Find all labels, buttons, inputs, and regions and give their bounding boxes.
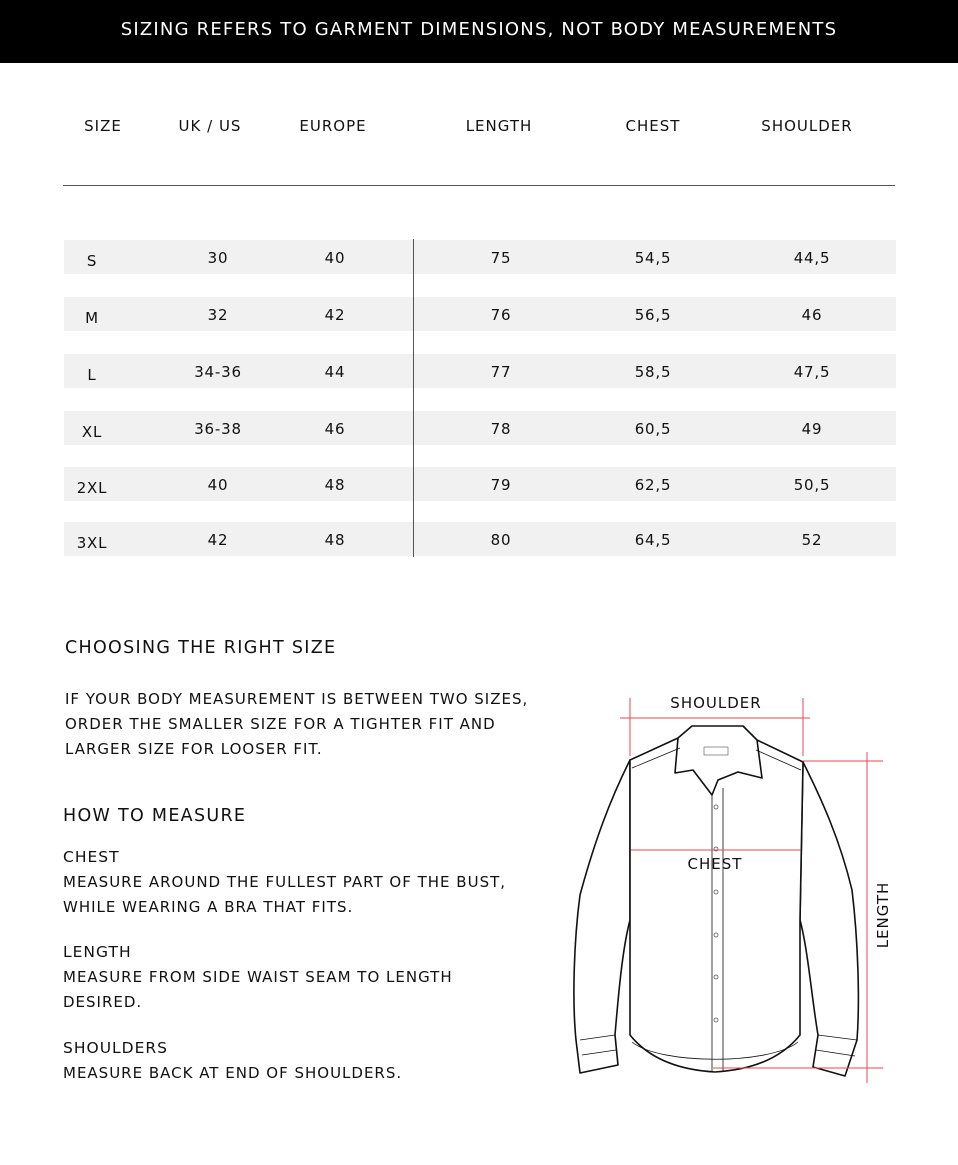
length-line: DESIRED. <box>63 993 143 1011</box>
cell-shoulder: 44,5 <box>793 249 831 267</box>
table-row: 2XL 40 48 79 62,5 50,5 <box>64 467 896 501</box>
shirt-buttons <box>713 804 719 1023</box>
shirt-diagram: SHOULDER CHEST LENGTH <box>573 694 892 1083</box>
shoulder-seam <box>631 747 802 771</box>
right-cuff <box>815 1034 858 1057</box>
chest-line: WHILE WEARING A BRA THAT FITS. <box>63 898 354 916</box>
cell-chest: 56,5 <box>634 306 672 324</box>
button-icon <box>713 804 719 810</box>
cell-europe: 46 <box>324 420 346 438</box>
choosing-text: IF YOUR BODY MEASUREMENT IS BETWEEN TWO … <box>65 687 528 762</box>
button-icon <box>713 932 719 938</box>
header-shoulder: SHOULDER <box>761 117 853 135</box>
cell-uk-us: 42 <box>207 531 229 549</box>
cell-length: 80 <box>490 531 512 549</box>
cell-uk-us: 36-38 <box>194 420 242 438</box>
cell-shoulder: 47,5 <box>793 363 831 381</box>
header-size: SIZE <box>84 117 122 135</box>
length-line: MEASURE FROM SIDE WAIST SEAM TO LENGTH <box>63 968 453 986</box>
cell-shoulder: 49 <box>801 420 823 438</box>
shirt-collar <box>674 737 763 796</box>
cell-uk-us: 32 <box>207 306 229 324</box>
cell-europe: 48 <box>324 476 346 494</box>
table-row: XL 36-38 46 78 60,5 49 <box>64 411 896 445</box>
measure-lines <box>620 698 883 1083</box>
cell-europe: 40 <box>324 249 346 267</box>
shoulders-title: SHOULDERS <box>63 1039 169 1057</box>
header-length: LENGTH <box>465 117 533 135</box>
cell-chest: 54,5 <box>634 249 672 267</box>
column-divider <box>413 239 414 557</box>
cell-uk-us: 30 <box>207 249 229 267</box>
cell-length: 77 <box>490 363 512 381</box>
cell-size: M <box>85 309 99 327</box>
header-chest: CHEST <box>625 117 681 135</box>
cell-length: 75 <box>490 249 512 267</box>
shoulder-label: SHOULDER <box>670 694 761 712</box>
cell-uk-us: 34-36 <box>194 363 242 381</box>
table-row: M 32 42 76 56,5 46 <box>64 297 896 331</box>
left-sleeve <box>573 759 631 1074</box>
cell-size: L <box>87 366 97 384</box>
cell-chest: 62,5 <box>634 476 672 494</box>
chest-title: CHEST <box>63 848 120 866</box>
table-row: L 34-36 44 77 58,5 47,5 <box>64 354 896 388</box>
shoulders-text: MEASURE BACK AT END OF SHOULDERS. <box>63 1061 402 1086</box>
cell-length: 76 <box>490 306 512 324</box>
left-cuff <box>579 1034 617 1056</box>
brand-label <box>703 746 729 756</box>
cell-europe: 42 <box>324 306 346 324</box>
cell-europe: 44 <box>324 363 346 381</box>
cell-size: 2XL <box>76 479 108 497</box>
button-icon <box>713 1017 719 1023</box>
chest-line: MEASURE AROUND THE FULLEST PART OF THE B… <box>63 873 507 891</box>
cell-size: S <box>86 252 98 270</box>
right-sleeve <box>799 761 860 1077</box>
cell-length: 78 <box>490 420 512 438</box>
shirt-placket <box>711 788 724 1072</box>
cell-chest: 60,5 <box>634 420 672 438</box>
table-row: S 30 40 75 54,5 44,5 <box>64 240 896 274</box>
chest-text: MEASURE AROUND THE FULLEST PART OF THE B… <box>63 870 506 920</box>
cell-chest: 58,5 <box>634 363 672 381</box>
cell-shoulder: 52 <box>801 531 823 549</box>
length-title: LENGTH <box>63 943 132 961</box>
shirt-illustration <box>573 725 860 1077</box>
cell-chest: 64,5 <box>634 531 672 549</box>
shirt-body <box>629 725 804 1073</box>
shoulders-line: MEASURE BACK AT END OF SHOULDERS. <box>63 1064 403 1082</box>
cell-uk-us: 40 <box>207 476 229 494</box>
cell-size: XL <box>81 423 103 441</box>
choosing-line: LARGER SIZE FOR LOOSER FIT. <box>65 740 323 758</box>
cell-europe: 48 <box>324 531 346 549</box>
chest-label: CHEST <box>688 855 743 873</box>
shirt-hem <box>631 1041 799 1060</box>
button-icon <box>713 974 719 980</box>
sizing-banner: SIZING REFERS TO GARMENT DIMENSIONS, NOT… <box>0 0 958 63</box>
how-to-title: HOW TO MEASURE <box>63 806 247 826</box>
button-icon <box>713 889 719 895</box>
cell-shoulder: 46 <box>801 306 823 324</box>
cell-size: 3XL <box>76 534 108 552</box>
choosing-line: IF YOUR BODY MEASUREMENT IS BETWEEN TWO … <box>65 690 529 708</box>
cell-length: 79 <box>490 476 512 494</box>
length-text: MEASURE FROM SIDE WAIST SEAM TO LENGTH D… <box>63 965 453 1015</box>
table-row: 3XL 42 48 80 64,5 52 <box>64 522 896 556</box>
length-label: LENGTH <box>874 882 892 949</box>
header-divider <box>63 185 895 186</box>
choosing-line: ORDER THE SMALLER SIZE FOR A TIGHTER FIT… <box>65 715 496 733</box>
choosing-title: CHOOSING THE RIGHT SIZE <box>65 638 337 658</box>
cell-shoulder: 50,5 <box>793 476 831 494</box>
header-europe: EUROPE <box>299 117 367 135</box>
header-uk-us: UK / US <box>178 117 242 135</box>
